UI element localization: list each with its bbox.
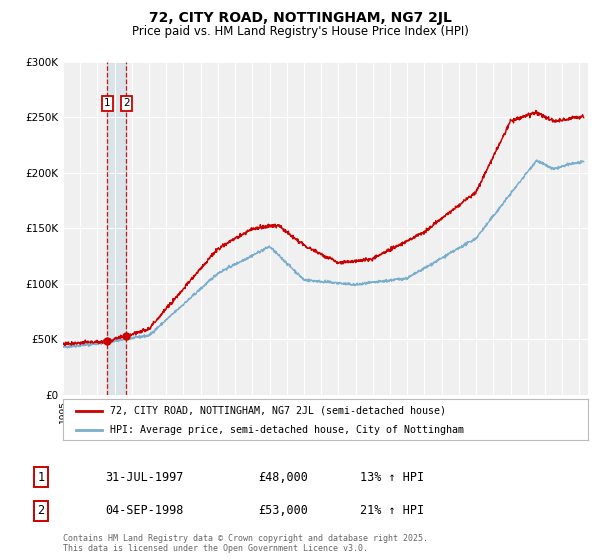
Text: 1: 1 bbox=[104, 98, 110, 108]
Text: Price paid vs. HM Land Registry's House Price Index (HPI): Price paid vs. HM Land Registry's House … bbox=[131, 25, 469, 38]
Text: £53,000: £53,000 bbox=[258, 504, 308, 517]
Text: Contains HM Land Registry data © Crown copyright and database right 2025.
This d: Contains HM Land Registry data © Crown c… bbox=[63, 534, 428, 553]
Text: £48,000: £48,000 bbox=[258, 470, 308, 484]
Text: 72, CITY ROAD, NOTTINGHAM, NG7 2JL (semi-detached house): 72, CITY ROAD, NOTTINGHAM, NG7 2JL (semi… bbox=[110, 405, 446, 416]
Text: 21% ↑ HPI: 21% ↑ HPI bbox=[360, 504, 424, 517]
Bar bbox=[107, 62, 127, 395]
Text: 72, CITY ROAD, NOTTINGHAM, NG7 2JL: 72, CITY ROAD, NOTTINGHAM, NG7 2JL bbox=[149, 11, 451, 25]
Text: 2: 2 bbox=[37, 504, 44, 517]
Text: 31-JUL-1997: 31-JUL-1997 bbox=[105, 470, 184, 484]
Text: 13% ↑ HPI: 13% ↑ HPI bbox=[360, 470, 424, 484]
Text: 1: 1 bbox=[37, 470, 44, 484]
Text: HPI: Average price, semi-detached house, City of Nottingham: HPI: Average price, semi-detached house,… bbox=[110, 424, 464, 435]
Text: 2: 2 bbox=[123, 98, 130, 108]
Text: 04-SEP-1998: 04-SEP-1998 bbox=[105, 504, 184, 517]
